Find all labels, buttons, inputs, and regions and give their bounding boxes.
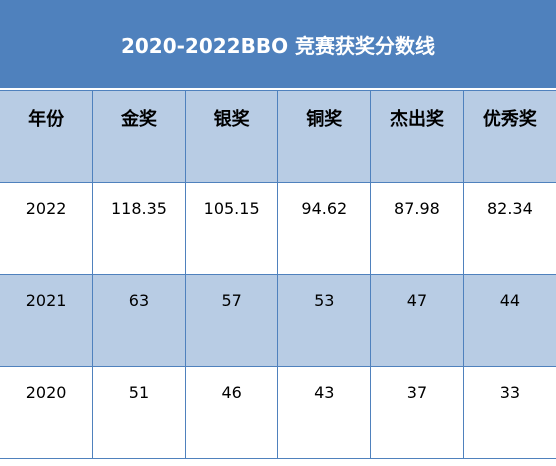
table-row: 2022 118.35 105.15 94.62 87.98 82.34 <box>0 182 556 275</box>
table-cell: 44 <box>462 274 556 367</box>
table-cell: 57 <box>184 274 279 367</box>
table-row: 2021 63 57 53 47 44 <box>0 274 556 367</box>
title-bar: 2020-2022BBO 竞赛获奖分数线 <box>0 0 556 90</box>
table-cell: 47 <box>370 274 464 367</box>
table-cell: 63 <box>92 274 186 367</box>
column-header: 杰出奖 <box>370 90 464 183</box>
column-header: 年份 <box>0 90 94 183</box>
table-cell: 51 <box>92 366 186 459</box>
table-cell: 37 <box>370 366 464 459</box>
table-cell: 53 <box>277 274 372 367</box>
table-cell: 43 <box>277 366 372 459</box>
table-cell: 2021 <box>0 274 94 367</box>
table-cell: 105.15 <box>184 182 279 275</box>
table-cell: 118.35 <box>92 182 186 275</box>
table-cell: 82.34 <box>462 182 556 275</box>
column-header: 银奖 <box>184 90 279 183</box>
column-header: 优秀奖 <box>462 90 556 183</box>
table-cell: 33 <box>462 366 556 459</box>
header-row: 年份 金奖 银奖 铜奖 杰出奖 优秀奖 <box>0 90 556 183</box>
title: 2020-2022BBO 竞赛获奖分数线 <box>120 33 436 58</box>
table-cell: 46 <box>184 366 279 459</box>
table-cell: 87.98 <box>370 182 464 275</box>
table-cell: 2022 <box>0 182 94 275</box>
table-cell: 2020 <box>0 366 94 459</box>
table-cell: 94.62 <box>277 182 372 275</box>
column-header: 金奖 <box>92 90 186 183</box>
column-header: 铜奖 <box>277 90 372 183</box>
table-row: 2020 51 46 43 37 33 <box>0 366 556 459</box>
score-table: 年份 金奖 银奖 铜奖 杰出奖 优秀奖 2022 118.35 105.15 94.62 87.98… <box>0 90 556 459</box>
